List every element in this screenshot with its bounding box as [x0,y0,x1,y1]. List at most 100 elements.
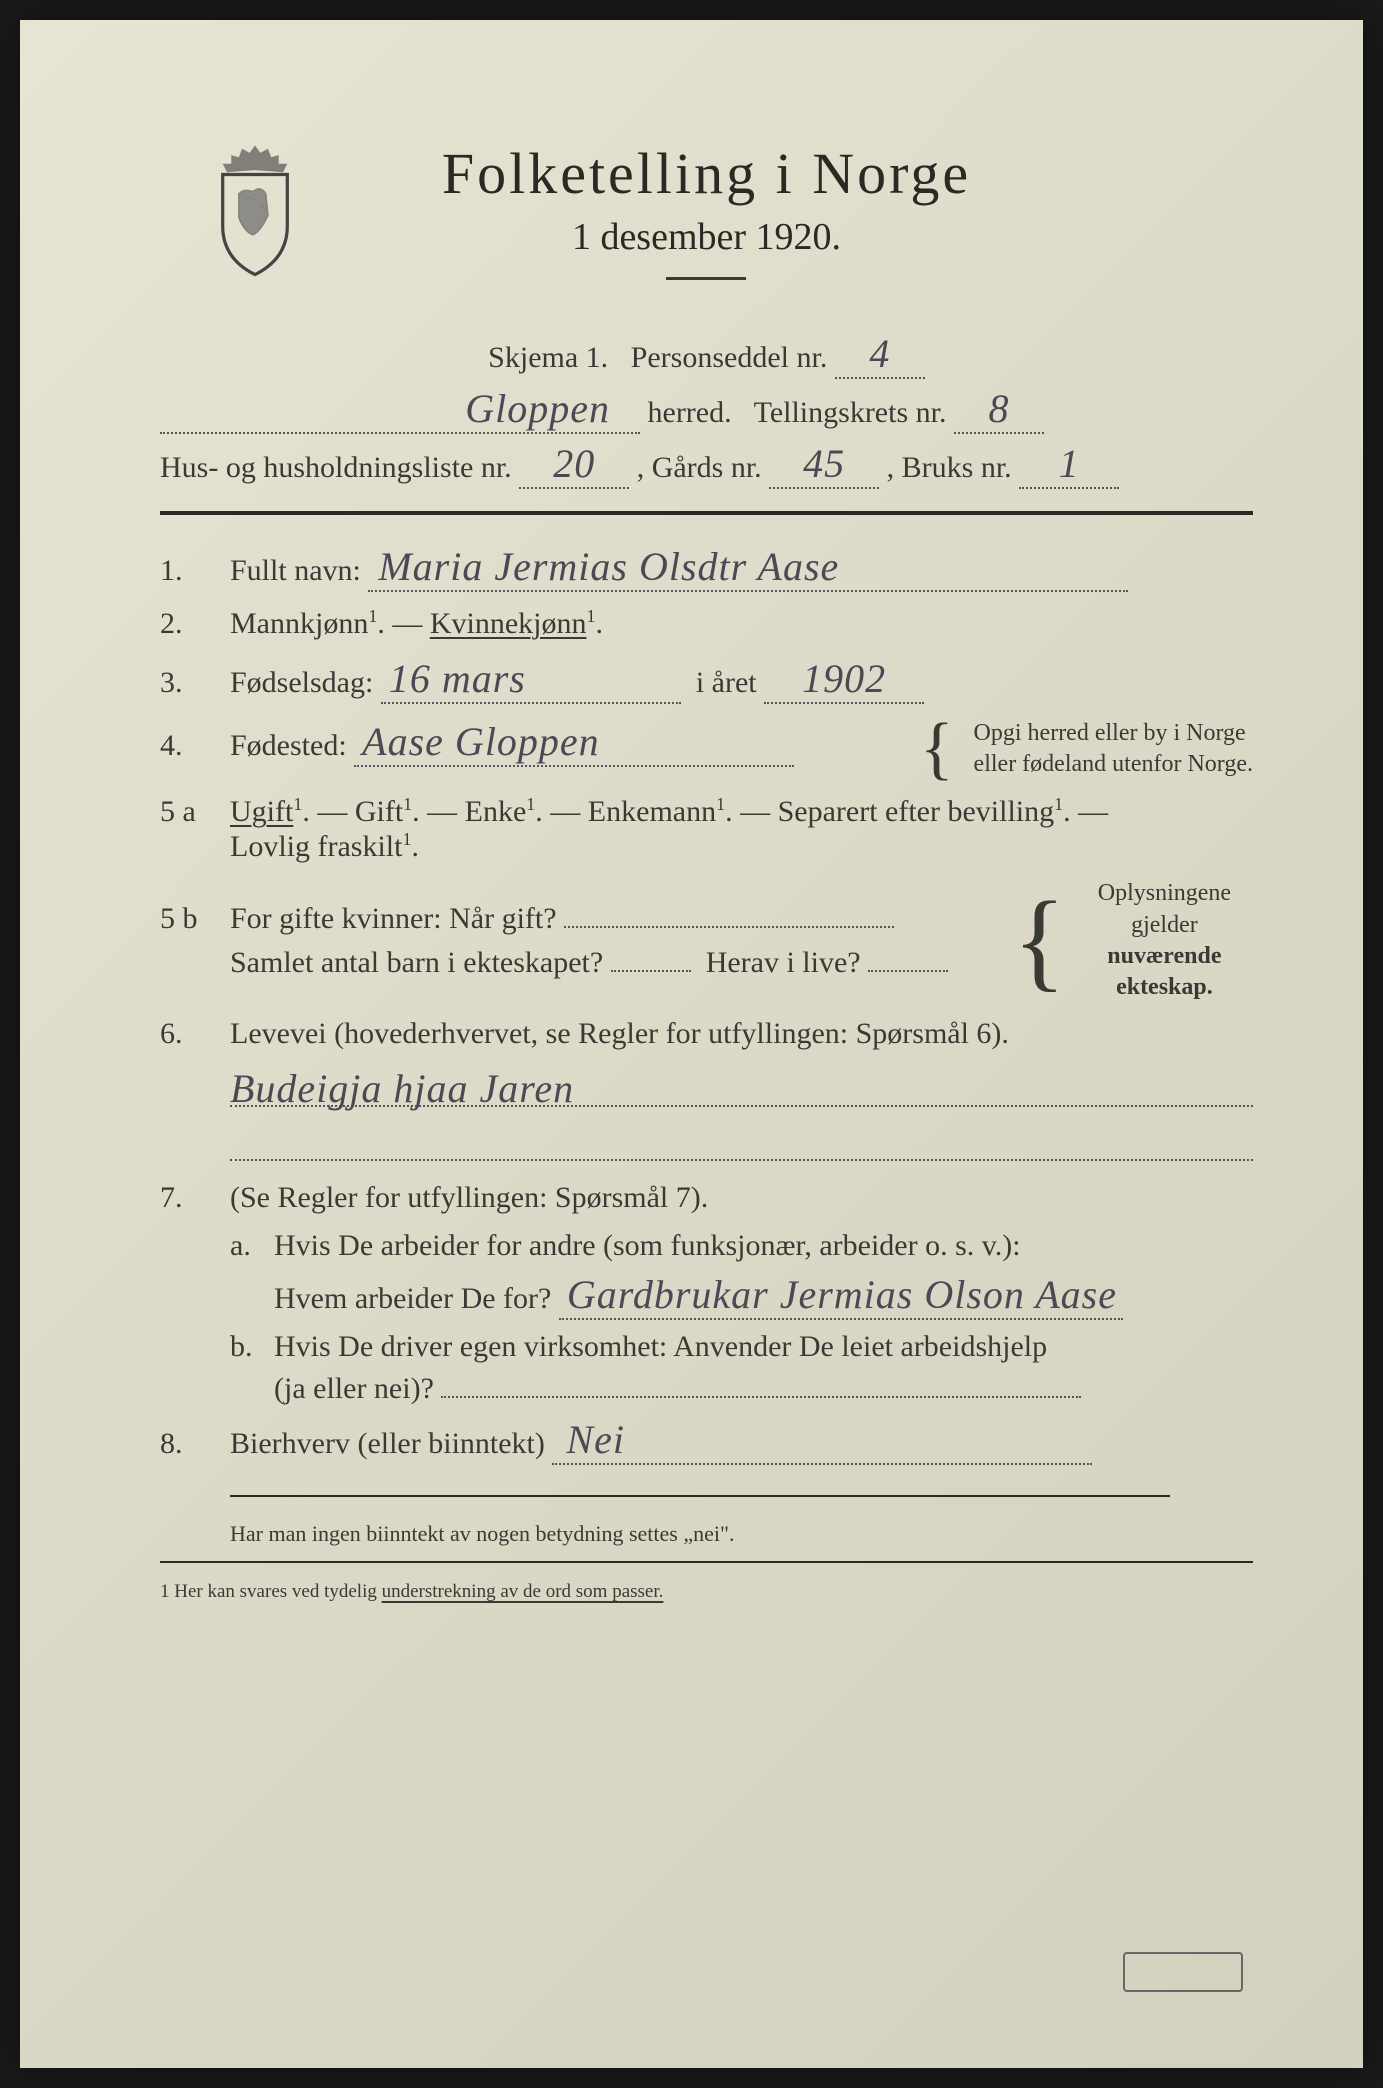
question-list: 1. Fullt navn: Maria Jermias Olsdtr Aase… [160,543,1253,1465]
q5a-o6: Lovlig fraskilt [230,830,402,863]
q3-day-value: 16 mars [381,655,681,704]
q7-num: 7. [160,1181,230,1215]
q5b-l2b: Herav i live? [706,946,861,979]
q8-num: 8. [160,1427,230,1461]
q4-note-group: { Opgi herred eller by i Norge eller fød… [920,718,1253,780]
census-form-page: Folketelling i Norge 1 desember 1920. Sk… [20,20,1363,2068]
q7a-l1: Hvis De arbeider for andre (som funksjon… [274,1229,1253,1263]
q1-num: 1. [160,554,230,588]
header: Folketelling i Norge 1 desember 1920. [160,140,1253,310]
q3-mid: i året [696,666,757,699]
q4-label: Fødested: [230,729,347,762]
printer-stamp-icon [1123,1952,1243,1992]
q5b-live-value [868,970,948,972]
divider-thin [230,1495,1170,1497]
herred-label: herred. [648,396,732,429]
q5a-d3: . — [535,795,588,828]
gards-nr-value: 45 [769,440,879,489]
q6-label: Levevei (hovederhvervet, se Regler for u… [230,1017,1009,1050]
q2-end: . [595,607,603,640]
hus-label: Hus- og husholdningsliste nr. [160,451,512,484]
q5a-d4: . — [725,795,778,828]
q7a: a. Hvis De arbeider for andre (som funks… [230,1229,1253,1320]
q5b-note3: ekteskap. [1116,974,1213,1000]
q5a-s3: 1 [526,794,535,814]
q4-note-a: Opgi herred eller by i Norge [974,718,1253,749]
q5b-note1: Oplysningene [1076,878,1253,909]
person-nr-value: 4 [835,330,925,379]
q6-value-row: Budeigja hjaa Jaren [230,1065,1253,1107]
q5b-barn-value [611,970,691,972]
q5b-num: 5 b [160,902,230,936]
q7b-l2: (ja eller nei)? [274,1372,434,1405]
q8: 8. Bierhverv (eller biinntekt) Nei [160,1416,1253,1465]
q4: 4. Fødested: Aase Gloppen { Opgi herred … [160,718,1253,780]
q5a-d2: . — [412,795,465,828]
q7a-letter: a. [230,1229,274,1263]
q7a-l2: Hvem arbeider De for? [274,1282,551,1315]
q1-label: Fullt navn: [230,554,361,587]
q7b-l1: Hvis De driver egen virksomhet: Anvender… [274,1330,1253,1364]
q3-label: Fødselsdag: [230,666,373,699]
q3-num: 3. [160,666,230,700]
foot2-pre: 1 Her kan svares ved tydelig [160,1581,382,1602]
q7b-letter: b. [230,1330,274,1364]
q7b-value [441,1396,1081,1398]
big-brace-icon: { [1013,902,1066,979]
q5a-s2: 1 [403,794,412,814]
meta-block: Skjema 1. Personseddel nr. 4 Gloppen her… [160,330,1253,489]
q5a-end: . [411,830,419,863]
q5b-gift-value [564,926,894,928]
q7b: b. Hvis De driver egen virksomhet: Anven… [230,1330,1253,1406]
q5a-o3: Enke [465,795,527,828]
q5a-s4: 1 [716,794,725,814]
footnote-1: Har man ingen biinntekt av nogen betydni… [230,1521,1253,1547]
q2-sep: . — [377,607,430,640]
meta-line-3: Hus- og husholdningsliste nr. 20 , Gårds… [160,440,1253,489]
q5a-o1: Ugift [230,795,293,828]
q5a-d5: . — [1063,795,1108,828]
q6-empty-row [230,1119,1253,1161]
q5b-l2a: Samlet antal barn i ekteskapet? [230,946,603,979]
q5a: 5 a Ugift1. — Gift1. — Enke1. — Enkemann… [160,794,1253,864]
q6-value: Budeigja hjaa Jaren [230,1066,574,1111]
bruks-label: , Bruks nr. [887,451,1012,484]
krets-label: Tellingskrets nr. [754,396,947,429]
main-title: Folketelling i Norge [442,140,971,207]
q5a-num: 5 a [160,795,230,829]
q7: 7. (Se Regler for utfyllingen: Spørsmål … [160,1181,1253,1215]
q1: 1. Fullt navn: Maria Jermias Olsdtr Aase [160,543,1253,592]
q5b-l1a: For gifte kvinner: Når gift? [230,902,557,935]
herred-value: Gloppen [160,385,640,434]
q5b-note: { Oplysningene gjelder nuværende ekteska… [1013,878,1253,1003]
divider-thick [160,511,1253,515]
q5a-o2: Gift [355,795,403,828]
meta-line-1: Skjema 1. Personseddel nr. 4 [160,330,1253,379]
bruks-nr-value: 1 [1019,440,1119,489]
q5b: 5 b For gifte kvinner: Når gift? Samlet … [160,878,1253,1003]
q5a-o5: Separert efter bevilling [778,795,1055,828]
q4-num: 4. [160,729,230,763]
q5a-s5: 1 [1054,794,1063,814]
foot2-u: understrekning av de ord som passer. [382,1581,664,1602]
brace-icon: { [920,721,954,777]
q2-num: 2. [160,607,230,641]
q3-year-value: 1902 [764,655,924,704]
q8-label: Bierhverv (eller biinntekt) [230,1427,545,1460]
q7a-value: Gardbrukar Jermias Olson Aase [559,1271,1123,1320]
q3: 3. Fødselsdag: 16 mars i året 1902 [160,655,1253,704]
coat-of-arms-icon [200,140,310,280]
q5a-o4: Enkemann [588,795,716,828]
title-block: Folketelling i Norge 1 desember 1920. [442,140,971,310]
hus-nr-value: 20 [519,440,629,489]
krets-nr-value: 8 [954,385,1044,434]
gards-label: , Gårds nr. [637,451,762,484]
q6: 6. Levevei (hovederhvervet, se Regler fo… [160,1017,1253,1051]
q4-value: Aase Gloppen [354,718,794,767]
q2-opt-a: Mannkjønn [230,607,368,640]
form-label: Skjema 1. [488,341,608,374]
q2-opt-b: Kvinnekjønn [430,607,587,640]
q5b-note2: gjelder nuværende [1107,912,1221,969]
q2-sup-a: 1 [368,606,377,626]
q7-label: (Se Regler for utfyllingen: Spørsmål 7). [230,1181,708,1214]
